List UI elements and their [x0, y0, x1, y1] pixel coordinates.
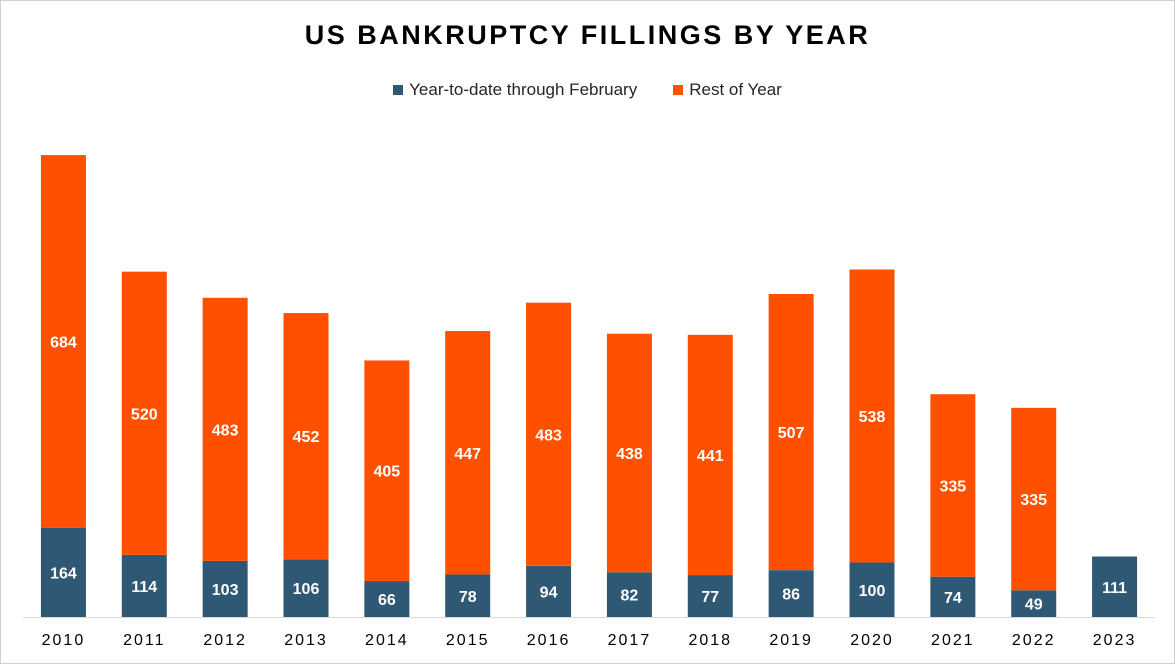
bar-rest-2021: [930, 394, 976, 577]
bar-rest-2010: [40, 155, 86, 528]
bar-ytd-2014: [364, 581, 410, 617]
data-label-rest-2016: 483: [535, 427, 562, 444]
x-tick-2010: 2010: [42, 632, 86, 649]
bar-ytd-2010: [40, 527, 86, 617]
bar-rest-2011: [121, 271, 167, 555]
legend-swatch-rest: [673, 85, 684, 95]
x-tick-2019: 2019: [769, 632, 813, 649]
data-label-ytd-2012: 103: [212, 582, 239, 599]
data-label-rest-2011: 520: [131, 406, 158, 423]
data-label-ytd-2015: 78: [459, 589, 477, 606]
data-label-rest-2015: 447: [454, 446, 481, 463]
legend-item-ytd: Year-to-date through February: [393, 80, 637, 100]
data-label-rest-2013: 452: [293, 429, 320, 446]
data-label-rest-2010: 684: [50, 334, 77, 351]
data-label-ytd-2020: 100: [859, 583, 886, 600]
x-tick-2014: 2014: [365, 632, 409, 649]
x-tick-labels: 2010 2011 2012 2013 2014 2015 2016 2017 2018 2019…: [42, 632, 1137, 649]
bar-ytd-2019: [768, 570, 814, 617]
data-label-rest-2020: 538: [859, 409, 886, 426]
data-label-ytd-2010: 164: [50, 565, 77, 582]
data-label-ytd-2013: 106: [293, 581, 320, 598]
data-label-rest-2021: 335: [940, 478, 967, 495]
data-label-ytd-2023: 111: [1102, 580, 1127, 597]
bar-ytd-2020: [849, 562, 895, 617]
x-tick-2012: 2012: [203, 632, 247, 649]
x-tick-2023: 2023: [1093, 632, 1137, 649]
bar-rest-2020: [849, 269, 895, 563]
legend-item-rest: Rest of Year: [673, 80, 782, 100]
bars-group: 164 684 114 520 103 483 106 452 66 405 78 447 94 483 8…: [40, 155, 1138, 617]
x-tick-2017: 2017: [608, 632, 652, 649]
x-tick-2016: 2016: [527, 632, 571, 649]
bar-ytd-2021: [930, 576, 976, 617]
data-label-rest-2018: 441: [697, 448, 724, 465]
bar-ytd-2023: [1092, 556, 1138, 617]
x-tick-2021: 2021: [931, 632, 975, 649]
legend-label-rest: Rest of Year: [689, 80, 782, 99]
x-tick-2013: 2013: [284, 632, 328, 649]
bar-rest-2016: [526, 302, 572, 566]
data-label-ytd-2022: 49: [1025, 597, 1043, 614]
x-tick-2015: 2015: [446, 632, 490, 649]
bar-ytd-2022: [1011, 590, 1057, 617]
legend-swatch-ytd: [393, 85, 404, 95]
data-label-rest-2019: 507: [778, 425, 805, 442]
x-tick-2020: 2020: [850, 632, 894, 649]
bar-rest-2017: [606, 333, 652, 573]
chart-legend: Year-to-date through February Rest of Ye…: [0, 80, 1175, 100]
data-label-rest-2022: 335: [1020, 492, 1047, 509]
chart-title: US BANKRUPTCY FILLINGS BY YEAR: [304, 20, 871, 50]
bar-rest-2013: [283, 313, 329, 560]
bar-rest-2012: [202, 297, 248, 561]
bar-rest-2015: [445, 331, 491, 575]
bar-ytd-2011: [121, 554, 167, 617]
x-tick-2011: 2011: [123, 632, 165, 649]
data-label-ytd-2017: 82: [621, 588, 639, 605]
legend-label-ytd: Year-to-date through February: [409, 80, 638, 99]
data-label-ytd-2014: 66: [378, 592, 396, 609]
data-label-rest-2014: 405: [374, 464, 401, 481]
bar-ytd-2015: [445, 574, 491, 617]
bar-ytd-2016: [526, 565, 572, 617]
data-label-rest-2012: 483: [212, 422, 239, 439]
data-label-ytd-2016: 94: [540, 584, 558, 601]
data-label-ytd-2011: 114: [131, 579, 157, 596]
x-tick-2018: 2018: [688, 632, 732, 649]
bar-ytd-2012: [202, 560, 248, 617]
bar-rest-2014: [364, 360, 410, 582]
bar-ytd-2013: [283, 559, 329, 617]
data-label-ytd-2021: 74: [944, 590, 962, 607]
data-label-rest-2017: 438: [616, 446, 643, 463]
bar-rest-2022: [1011, 407, 1057, 591]
data-label-ytd-2018: 77: [701, 589, 719, 606]
bar-ytd-2017: [606, 572, 652, 617]
data-label-ytd-2019: 86: [782, 587, 800, 604]
bar-rest-2018: [687, 334, 733, 576]
bar-ytd-2018: [687, 575, 733, 617]
x-tick-2022: 2022: [1012, 632, 1056, 649]
bar-rest-2019: [768, 293, 814, 571]
